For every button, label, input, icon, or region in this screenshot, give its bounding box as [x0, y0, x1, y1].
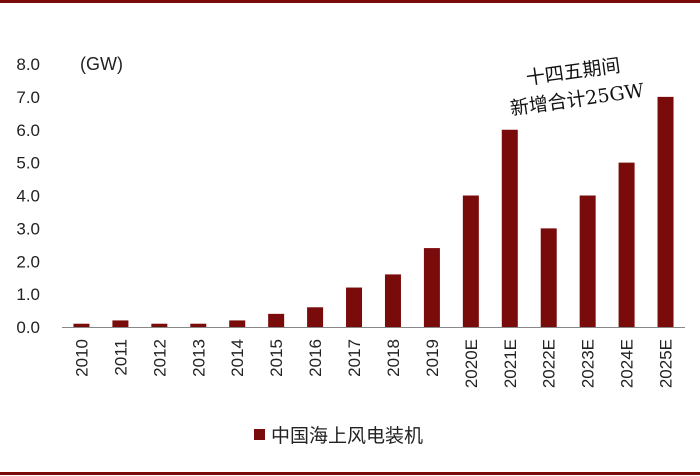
x-tick-label: 2018 [384, 339, 403, 377]
y-tick-label: 4.0 [16, 187, 40, 206]
bar-2013 [190, 323, 207, 327]
y-axis: 0.0 1.0 2.0 3.0 4.0 5.0 6.0 7.0 8.0 [16, 55, 40, 337]
x-tick-label: 2016 [306, 339, 325, 377]
x-axis: 2010 2011 2012 2013 2014 2015 2016 2017 2018 2019… [72, 339, 675, 388]
legend-swatch [254, 428, 265, 440]
top-frame-line [0, 0, 700, 3]
x-tick-label: 2020E [462, 339, 481, 388]
y-tick-label: 8.0 [16, 55, 40, 74]
legend: 中国海上风电装机 [254, 423, 424, 447]
y-tick-label: 5.0 [16, 154, 40, 173]
bar-2019 [423, 248, 440, 327]
bottom-frame-line [0, 472, 700, 475]
x-tick-label: 2019 [423, 339, 442, 377]
y-tick-label: 7.0 [16, 88, 40, 107]
bar-2010 [73, 323, 90, 327]
x-tick-label: 2025E [657, 339, 676, 388]
bar-2024E [618, 162, 635, 327]
bar-2016 [307, 307, 324, 327]
x-tick-label: 2021E [501, 339, 520, 388]
bar-2018 [384, 274, 401, 327]
x-tick-label: 2017 [345, 339, 364, 377]
x-tick-label: 2022E [540, 339, 559, 388]
bar-series [73, 96, 674, 327]
x-tick-label: 2023E [579, 339, 598, 388]
bar-2025E [657, 96, 674, 327]
y-tick-label: 1.0 [16, 285, 40, 304]
bar-2011 [112, 320, 129, 327]
x-tick-label: 2010 [72, 339, 91, 377]
x-tick-label: 2015 [267, 339, 286, 377]
x-tick-label: 2013 [189, 339, 208, 377]
y-tick-label: 0.0 [16, 318, 40, 337]
x-tick-label: 2012 [150, 339, 169, 377]
y-tick-label: 2.0 [16, 252, 40, 271]
x-tick-label: 2014 [228, 339, 247, 377]
y-tick-label: 3.0 [16, 219, 40, 238]
bar-2017 [346, 287, 363, 327]
x-tick-label: 2011 [111, 339, 130, 376]
bar-2021E [501, 129, 518, 327]
y-tick-label: 6.0 [16, 121, 40, 140]
bar-2012 [151, 323, 168, 327]
bar-2020E [462, 195, 479, 327]
bar-2014 [229, 320, 246, 327]
y-axis-unit-label: (GW) [80, 54, 123, 74]
x-tick-label: 2024E [618, 339, 637, 388]
legend-label: 中国海上风电装机 [271, 424, 424, 447]
annotation: 十四五期间 新增合计25GW [509, 55, 646, 121]
bar-2022E [540, 228, 557, 327]
bar-2015 [268, 313, 285, 327]
bar-2023E [579, 195, 596, 327]
